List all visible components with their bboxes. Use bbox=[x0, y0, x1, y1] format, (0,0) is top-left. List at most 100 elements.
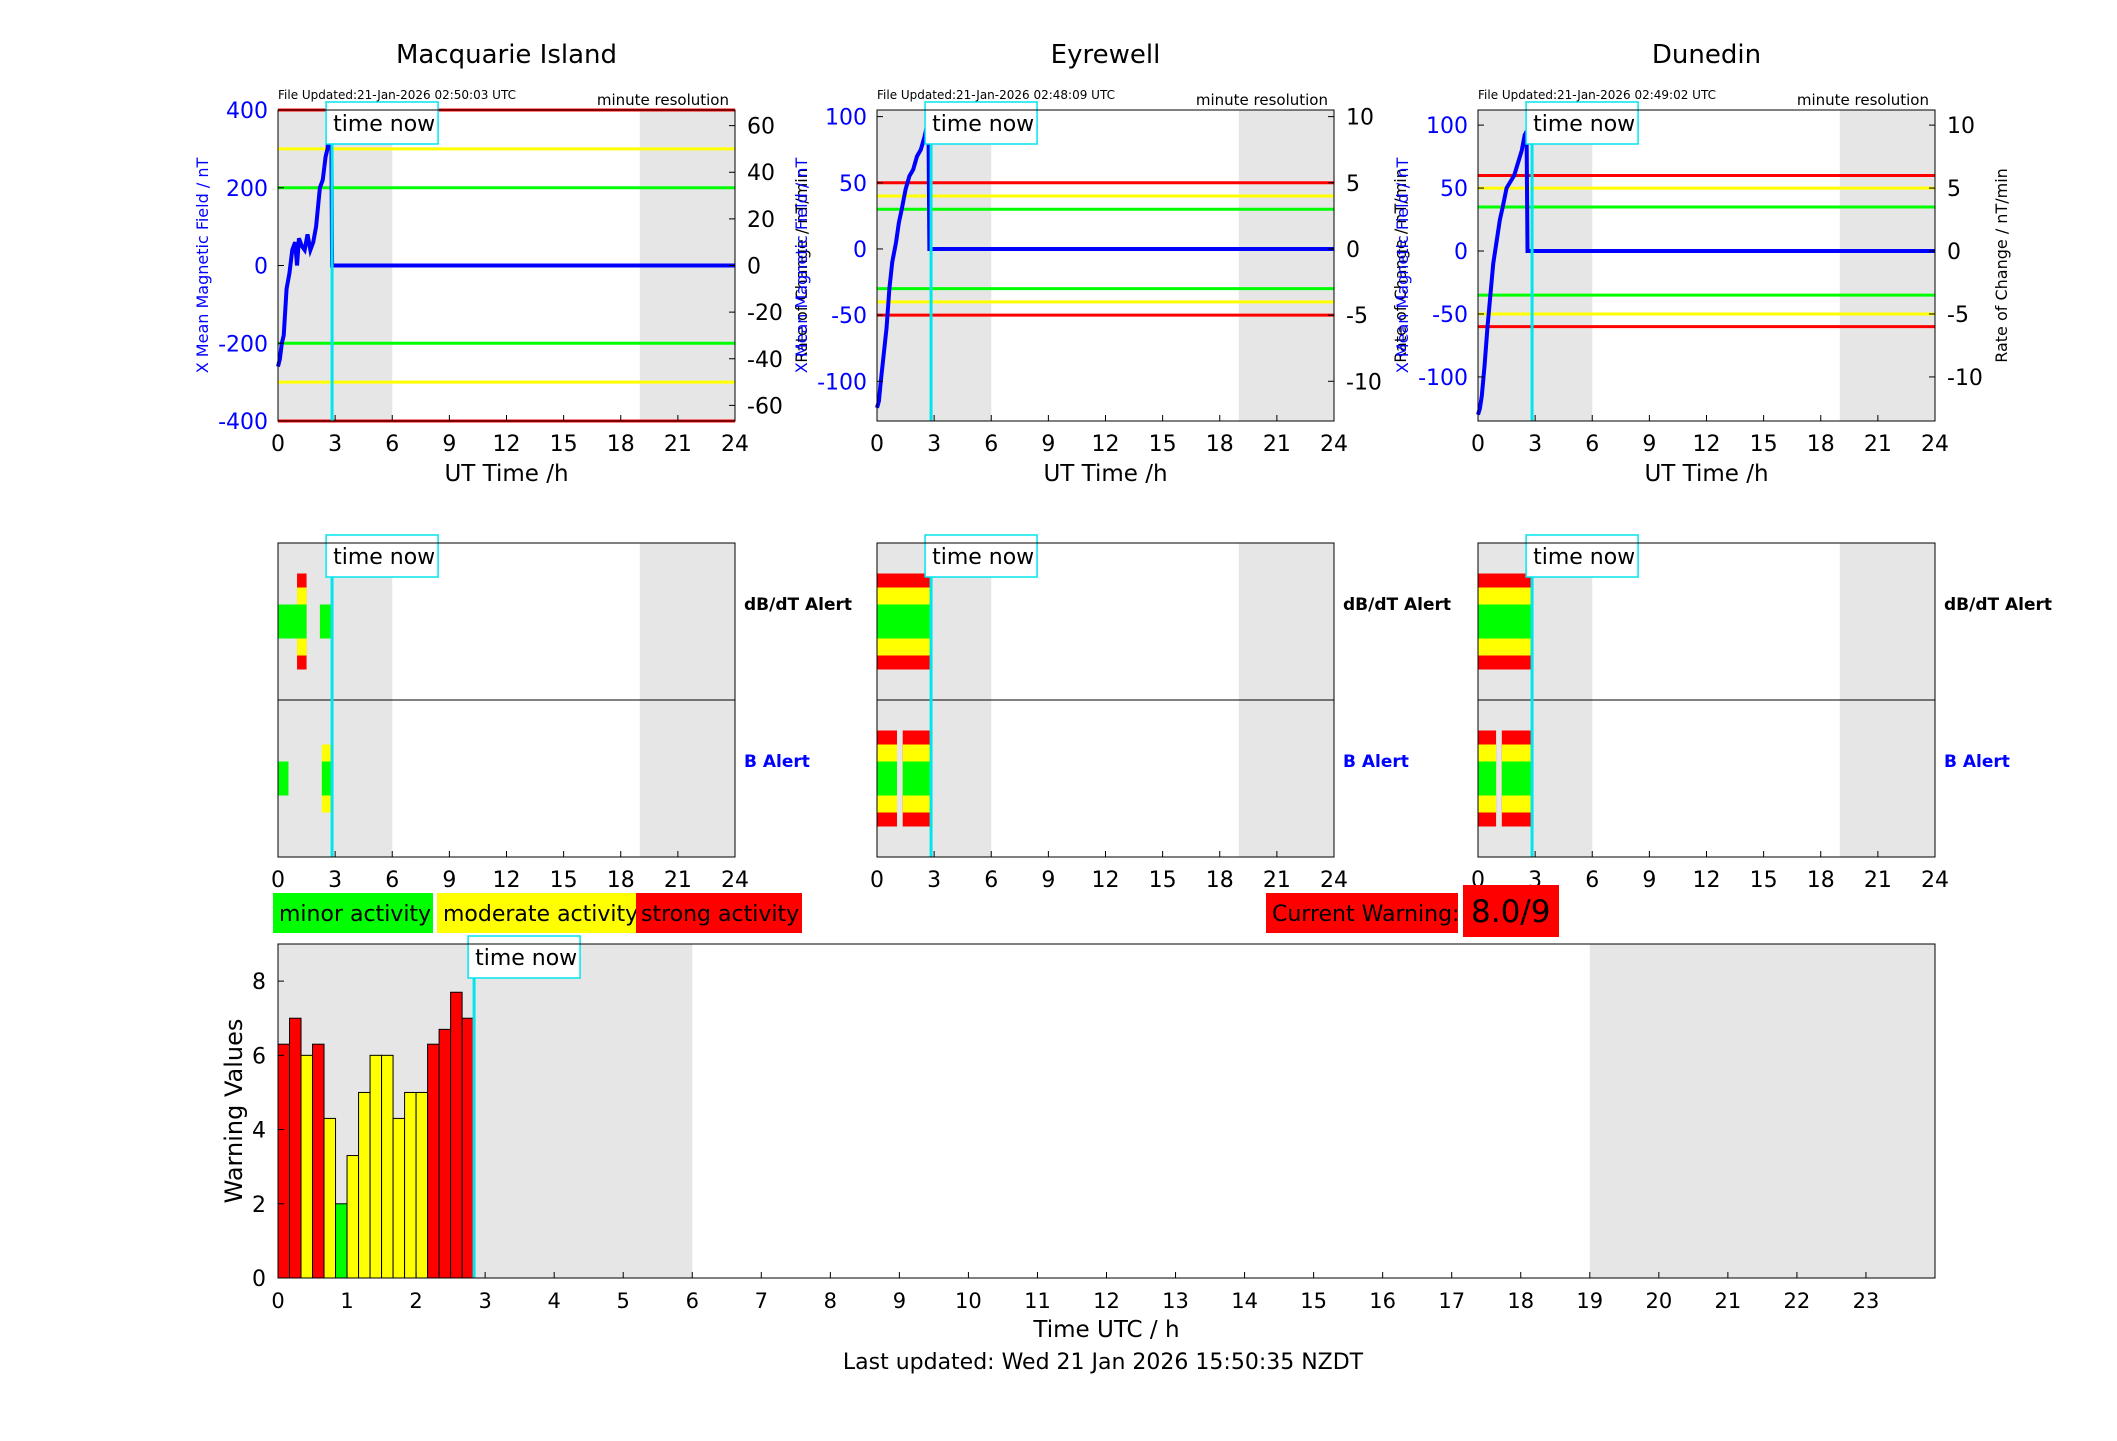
file-updated-text: File Updated:21-Jan-2026 02:49:02 UTC bbox=[1478, 88, 1716, 102]
x-tick-label: 15 bbox=[1149, 432, 1177, 457]
x-tick-label: 3 bbox=[328, 432, 342, 457]
time-now-label: time now bbox=[1533, 545, 1635, 570]
x-tick-label: 1 bbox=[340, 1289, 353, 1313]
y-axis-label: X Mean Magnetic Field / nT bbox=[1393, 158, 1412, 374]
y-tick-label: 50 bbox=[1440, 177, 1468, 202]
time-now-label: time now bbox=[333, 112, 435, 137]
x-tick-label: 16 bbox=[1369, 1289, 1396, 1313]
time-now-label: time now bbox=[1533, 112, 1635, 137]
time-now-box bbox=[325, 101, 439, 145]
x-tick-label: 12 bbox=[1693, 432, 1721, 457]
time-now-box bbox=[924, 534, 1038, 578]
warning-bar bbox=[381, 1054, 394, 1279]
x-tick-label: 13 bbox=[1162, 1289, 1189, 1313]
x-tick-label: 3 bbox=[328, 868, 342, 893]
night-shading bbox=[1238, 110, 1334, 421]
x-tick-label: 20 bbox=[1645, 1289, 1672, 1313]
y2-tick-label: 10 bbox=[1947, 114, 1975, 139]
alert-row-label: B Alert bbox=[744, 752, 810, 772]
y-tick-label: -400 bbox=[218, 410, 268, 435]
x-tick-label: 11 bbox=[1024, 1289, 1051, 1313]
file-updated-text: File Updated:21-Jan-2026 02:50:03 UTC bbox=[278, 88, 516, 102]
resolution-text: minute resolution bbox=[1196, 91, 1328, 109]
x-tick-label: 3 bbox=[927, 432, 941, 457]
x-tick-label: 18 bbox=[607, 432, 635, 457]
x-tick-label: 6 bbox=[385, 432, 399, 457]
y-axis-label: X Mean Magnetic Field / nT bbox=[193, 158, 212, 374]
panel-title: Eyrewell bbox=[1051, 40, 1161, 70]
x-tick-label: 21 bbox=[1864, 868, 1892, 893]
y2-tick-label: 0 bbox=[747, 255, 761, 280]
x-tick-label: 14 bbox=[1231, 1289, 1258, 1313]
warning-bar bbox=[346, 1155, 360, 1279]
alert-minor-band bbox=[297, 604, 307, 639]
y2-tick-label: 10 bbox=[1346, 106, 1374, 131]
alert-row-label: dB/dT Alert bbox=[1944, 595, 2052, 615]
legend-minor-swatch bbox=[273, 893, 433, 933]
x-tick-label: 9 bbox=[893, 1289, 906, 1313]
warning-bar bbox=[461, 1017, 475, 1279]
y-tick-label: 100 bbox=[825, 106, 867, 131]
y-tick-label: 400 bbox=[226, 99, 268, 124]
y2-axis-label: Rate of Change / nT/min bbox=[792, 168, 811, 363]
x-tick-label: 24 bbox=[721, 868, 749, 893]
x-tick-label: 15 bbox=[1300, 1289, 1327, 1313]
x-tick-label: 0 bbox=[870, 868, 884, 893]
x-tick-label: 24 bbox=[1921, 432, 1949, 457]
night-shading bbox=[1589, 944, 1935, 1278]
alert-minor-band bbox=[1478, 761, 1497, 796]
night-shading bbox=[877, 110, 992, 421]
warning-bar bbox=[392, 1117, 406, 1279]
x-tick-label: 0 bbox=[271, 1289, 284, 1313]
y-tick-label: 4 bbox=[252, 1119, 266, 1144]
warning-bar bbox=[415, 1091, 429, 1279]
alert-minor-band bbox=[1501, 761, 1533, 796]
x-tick-label: 3 bbox=[478, 1289, 491, 1313]
time-now-label: time now bbox=[475, 946, 577, 971]
x-tick-label: 12 bbox=[1092, 868, 1120, 893]
y-axis-label: Warning Values bbox=[220, 1019, 248, 1204]
time-now-label: time now bbox=[932, 545, 1034, 570]
y2-tick-label: -10 bbox=[1947, 366, 1983, 391]
warning-bar bbox=[323, 1117, 337, 1279]
legend-strong-label: strong activity bbox=[641, 902, 799, 927]
time-now-box bbox=[1525, 101, 1639, 145]
alert-row-label: B Alert bbox=[1343, 752, 1409, 772]
x-tick-label: 15 bbox=[550, 868, 578, 893]
y-tick-label: -100 bbox=[1418, 366, 1468, 391]
night-shading bbox=[1839, 110, 1935, 421]
y2-tick-label: -40 bbox=[747, 348, 783, 373]
x-tick-label: 3 bbox=[927, 868, 941, 893]
warning-bar bbox=[450, 991, 463, 1279]
y-tick-label: 6 bbox=[252, 1044, 266, 1069]
x-tick-label: 8 bbox=[824, 1289, 837, 1313]
y2-tick-label: 60 bbox=[747, 115, 775, 140]
x-axis-label: UT Time /h bbox=[1043, 461, 1167, 487]
current-warning-value-box bbox=[1463, 885, 1559, 937]
x-tick-label: 6 bbox=[984, 432, 998, 457]
alert-panel-eyrewell: dB/dT Alert B Alert time now 0 3 6 9 12 15 18 21 24 bbox=[870, 534, 1451, 893]
current-warning-value: 8.0/9 bbox=[1471, 894, 1550, 930]
x-tick-label: 6 bbox=[686, 1289, 699, 1313]
time-now-box bbox=[924, 101, 1038, 145]
y-tick-label: 50 bbox=[839, 172, 867, 197]
warning-bar bbox=[277, 1043, 291, 1279]
y-tick-label: -50 bbox=[1432, 303, 1468, 328]
x-tick-label: 21 bbox=[1715, 1289, 1742, 1313]
alert-minor-band bbox=[902, 761, 932, 796]
legend-moderate-label: moderate activity bbox=[443, 902, 638, 927]
x-tick-label: 24 bbox=[1320, 868, 1348, 893]
night-shading bbox=[1478, 110, 1593, 421]
time-now-box bbox=[325, 534, 439, 578]
y2-tick-label: -60 bbox=[747, 394, 783, 419]
x-tick-label: 15 bbox=[1750, 868, 1778, 893]
alert-minor-band bbox=[1478, 604, 1533, 639]
x-tick-label: 18 bbox=[1807, 432, 1835, 457]
y2-tick-label: 0 bbox=[1346, 238, 1360, 263]
x-tick-label: 21 bbox=[1864, 432, 1892, 457]
time-now-label: time now bbox=[932, 112, 1034, 137]
x-tick-label: 24 bbox=[1921, 868, 1949, 893]
warning-bar bbox=[312, 1043, 325, 1279]
alert-row-label: B Alert bbox=[1944, 752, 2010, 772]
